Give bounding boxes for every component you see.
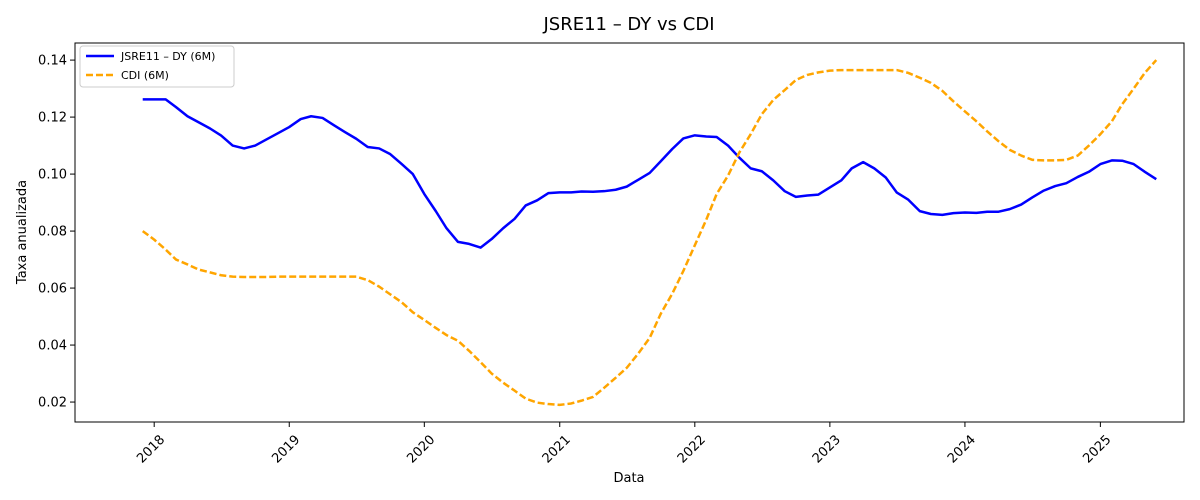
x-tick-label: 2023: [810, 432, 844, 466]
legend: JSRE11 – DY (6M) CDI (6M): [79, 45, 235, 88]
x-tick-label: 2024: [945, 432, 979, 466]
x-tick-label: 2018: [134, 432, 168, 466]
y-tick-label: 0.08: [38, 225, 67, 240]
x-tick-label: 2019: [269, 432, 303, 466]
x-tick-label: 2020: [404, 432, 438, 466]
series-line-jsre11-dy: [142, 98, 1157, 249]
x-axis-ticks: 2018 2019 2020 2021 2022 2023 2024 2025: [134, 422, 1114, 466]
x-axis-label: Data: [613, 471, 644, 486]
y-tick-label: 0.12: [38, 111, 67, 126]
x-tick-label: 2025: [1080, 432, 1114, 466]
y-tick-label: 0.14: [38, 54, 67, 69]
y-axis-label: Taxa anualizada: [15, 180, 30, 285]
y-axis-ticks: 0.02 0.04 0.06 0.08 0.10 0.12 0.14: [38, 54, 75, 411]
chart-title: JSRE11 – DY vs CDI: [542, 14, 714, 35]
y-tick-label: 0.06: [38, 282, 67, 297]
y-tick-label: 0.02: [38, 396, 67, 411]
plot-frame: [74, 42, 1185, 423]
series-line-cdi: [141, 59, 1158, 407]
series-layer: [141, 59, 1158, 407]
y-tick-label: 0.10: [38, 168, 67, 183]
y-tick-label: 0.04: [38, 339, 67, 354]
legend-label-cdi: CDI (6M): [121, 69, 169, 82]
x-tick-label: 2022: [675, 432, 709, 466]
legend-box: [79, 45, 235, 88]
x-tick-label: 2021: [540, 432, 574, 466]
legend-label-jsre11-dy: JSRE11 – DY (6M): [120, 50, 215, 63]
